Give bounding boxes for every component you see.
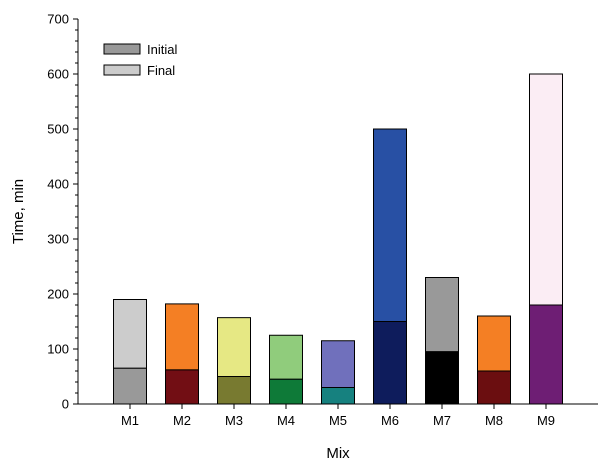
bar-final-m8: [477, 315, 511, 372]
bar-initial-m6: [373, 321, 407, 405]
y-tick-label: 200: [47, 287, 69, 302]
bar-final-m2: [165, 303, 199, 371]
x-tick-label-m8: M8: [485, 413, 503, 428]
bar-final-m6: [373, 128, 407, 322]
legend-swatch-initial: [103, 43, 141, 55]
bar-initial-m1: [113, 367, 147, 405]
y-axis-title: Time, min: [10, 179, 27, 244]
x-tick-label-m2: M2: [173, 413, 191, 428]
x-axis-title: Mix: [326, 445, 350, 462]
bar-initial-m7: [425, 351, 459, 405]
legend-swatch-final: [103, 64, 141, 76]
y-tick-label: 600: [47, 67, 69, 82]
x-tick-label-m3: M3: [225, 413, 243, 428]
x-tick-label-m1: M1: [121, 413, 139, 428]
y-tick-label: 0: [62, 397, 69, 412]
x-tick-label-m9: M9: [537, 413, 555, 428]
y-tick-label: 400: [47, 177, 69, 192]
y-tick-label: 300: [47, 232, 69, 247]
y-tick-label: 100: [47, 342, 69, 357]
axes-layer: 0 100 200 300 400 500 600 700 M1 M2 M3 M4 M5 M6 M7 M8 M9: [47, 12, 598, 428]
y-tick-label: 700: [47, 12, 69, 27]
y-tick-label: 500: [47, 122, 69, 137]
bars-layer: [113, 73, 563, 405]
bar-initial-m8: [477, 370, 511, 405]
bar-initial-m9: [529, 304, 563, 405]
bar-final-m1: [113, 299, 147, 369]
bar-final-m3: [217, 317, 251, 377]
bar-initial-m4: [269, 378, 303, 405]
bar-final-m9: [529, 73, 563, 306]
legend-label-initial: Initial: [147, 42, 177, 57]
x-tick-label-m5: M5: [329, 413, 347, 428]
legend-label-final: Final: [147, 63, 175, 78]
bar-final-m7: [425, 277, 459, 353]
bar-final-m4: [269, 334, 303, 380]
bar-final-m5: [321, 340, 355, 388]
x-tick-label-m6: M6: [381, 413, 399, 428]
bar-initial-m5: [321, 387, 355, 405]
x-tick-label-m7: M7: [433, 413, 451, 428]
legend: Initial Final: [103, 42, 177, 78]
x-tick-label-m4: M4: [277, 413, 295, 428]
bar-initial-m2: [165, 369, 199, 405]
bar-initial-m3: [217, 376, 251, 405]
